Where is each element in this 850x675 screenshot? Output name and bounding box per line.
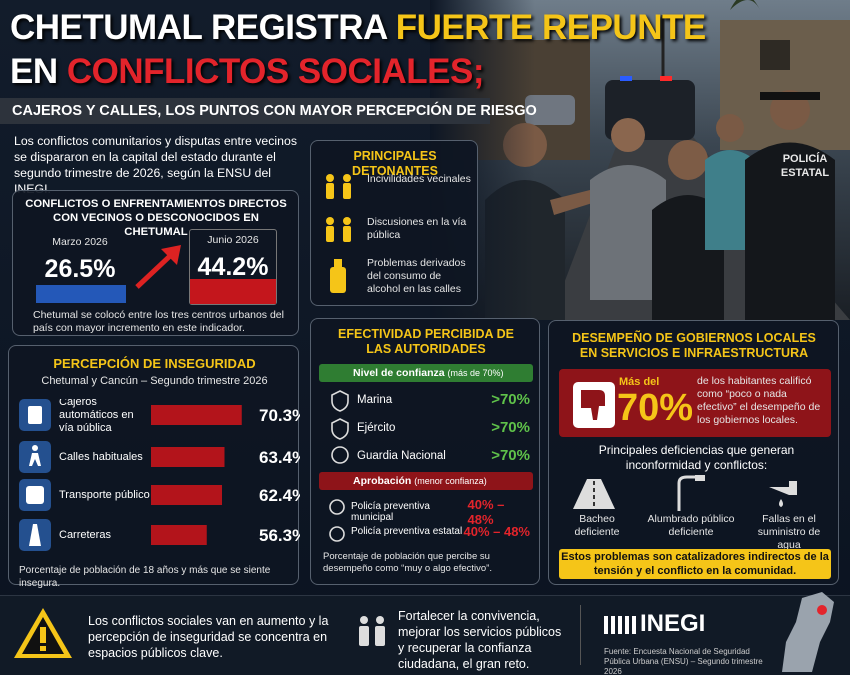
triggers-box: PRINCIPALES DETONANTES Incivilidades vec… bbox=[310, 140, 478, 306]
row: Policía preventiva estatal 40% – 48% bbox=[325, 524, 530, 539]
warning-icon bbox=[14, 608, 72, 658]
row: Ejército >70% bbox=[325, 419, 530, 436]
badge-icons bbox=[329, 390, 349, 542]
deficiencies-title: Principales deficiencias que generan inc… bbox=[598, 443, 795, 472]
category-text: Cajeros automáticos en vía pública bbox=[59, 399, 134, 431]
bar bbox=[151, 447, 225, 467]
title-highlight: FUERTE REPUNTE bbox=[395, 8, 706, 47]
trigger-icons bbox=[326, 174, 351, 293]
subtitle: CAJEROS Y CALLES, LOS PUNTOS CON MAYOR P… bbox=[0, 98, 537, 124]
period-label: Marzo 2026 bbox=[52, 236, 108, 248]
footer-message: Fortalecer la convivencia, mejorar los s… bbox=[398, 609, 562, 671]
people-icon bbox=[359, 616, 385, 646]
row: Guardia Nacional >70% bbox=[325, 447, 530, 464]
stat-prefix: Más del bbox=[619, 376, 660, 388]
category-label: Carreteras bbox=[59, 528, 111, 541]
callout: Estos problemas son catalizadores indire… bbox=[559, 549, 831, 579]
bar bbox=[151, 405, 242, 425]
trigger-item: Incivilidades vecinales bbox=[367, 173, 471, 185]
name: Ejército bbox=[357, 421, 396, 434]
blue-band bbox=[36, 285, 126, 303]
period-value: 44.2% bbox=[197, 253, 269, 281]
arrow-icon bbox=[135, 245, 181, 289]
footer bbox=[0, 595, 850, 675]
header-note: (menor confianza) bbox=[414, 476, 487, 486]
thumbs-down-icon bbox=[573, 382, 615, 428]
government-box: DESEMPEÑO DE GOBIERNOS LOCALES EN SERVIC… bbox=[548, 320, 839, 585]
category-label: Transporte público bbox=[59, 488, 150, 501]
footer-message: Los conflictos sociales van en aumento y… bbox=[88, 614, 329, 660]
value-label: 70.3% bbox=[259, 406, 300, 425]
insecurity-chart: Cajeros automáticos en vía pública 70.3% C… bbox=[19, 399, 300, 551]
note: Chetumal se colocó entre los tres centro… bbox=[33, 309, 284, 334]
value: >70% bbox=[491, 391, 530, 408]
confidence-header: Nivel de confianza (más de 70%) bbox=[319, 364, 533, 382]
header-note: (más de 70%) bbox=[447, 368, 504, 378]
category-label: Cajeros automáticos en vía pública bbox=[59, 399, 134, 431]
box-subtitle: Chetumal y Cancún – Segundo trimestre 20… bbox=[41, 375, 268, 387]
stat-text: de los habitantes calificó como “poco o … bbox=[697, 375, 821, 426]
intro: Los conflictos comunitarios y disputas e… bbox=[14, 134, 297, 196]
name: Marina bbox=[357, 393, 393, 406]
category-text: Transporte público bbox=[59, 488, 150, 501]
value: >70% bbox=[491, 447, 530, 464]
name: Policía preventiva municipal bbox=[351, 501, 430, 523]
header-text: Nivel de confianza bbox=[353, 367, 445, 379]
value-label: 63.4% bbox=[259, 448, 300, 467]
note: Porcentaje de población de 18 años y más… bbox=[19, 565, 271, 589]
authorities-box: EFECTIVIDAD PERCIBIDA DE LAS AUTORIDADES… bbox=[310, 318, 540, 585]
title-line-2: EN CONFLICTOS SOCIALES; bbox=[10, 52, 485, 92]
photo bbox=[430, 0, 850, 320]
deficiency-icons bbox=[573, 475, 797, 511]
police-badge: POLICÍA ESTATAL bbox=[780, 153, 830, 179]
value: 40% – 48% bbox=[467, 497, 505, 527]
map bbox=[782, 592, 834, 672]
note: Porcentaje de población que percibe su d… bbox=[323, 551, 492, 574]
divider bbox=[580, 605, 581, 665]
deficiency: Fallas en el suministro de agua bbox=[757, 513, 821, 551]
period-frame bbox=[189, 229, 277, 305]
row: Marina >70% bbox=[325, 391, 530, 408]
period-value: 26.5% bbox=[44, 255, 116, 283]
deficiency: Bacheo deficiente bbox=[574, 513, 620, 538]
stat: 70% bbox=[617, 387, 694, 429]
name: Policía preventiva estatal bbox=[351, 526, 463, 537]
box-title: DESEMPEÑO DE GOBIERNOS LOCALES EN SERVIC… bbox=[572, 331, 816, 360]
bar bbox=[151, 485, 222, 505]
title-text: EN bbox=[10, 52, 58, 91]
category-text: Calles habituales bbox=[59, 450, 143, 463]
row: Policía preventiva municipal 40% – 48% bbox=[325, 497, 530, 527]
title-text: CHETUMAL REGISTRA bbox=[10, 8, 387, 47]
logo-mark bbox=[604, 616, 636, 634]
category-text: Carreteras bbox=[59, 528, 111, 541]
box-title: CONFLICTOS O ENFRENTAMIENTOS DIRECTOS CO… bbox=[25, 198, 287, 238]
period-label: Junio 2026 bbox=[207, 234, 259, 246]
box-title: PRINCIPALES DETONANTES bbox=[352, 149, 438, 178]
trigger-item: Discusiones en la vía pública bbox=[367, 216, 467, 241]
logo: INEGI bbox=[640, 610, 706, 637]
value-label: 62.4% bbox=[259, 486, 300, 505]
header-text: Aprobación bbox=[353, 475, 412, 487]
category-label: Calles habituales bbox=[59, 450, 143, 463]
box-title: PERCEPCIÓN DE INSEGURIDAD bbox=[53, 356, 256, 371]
value: 40% – 48% bbox=[463, 524, 531, 539]
name: Guardia Nacional bbox=[357, 449, 446, 462]
bar bbox=[151, 525, 207, 545]
insecurity-box: PERCEPCIÓN DE INSEGURIDAD Chetumal y Can… bbox=[8, 345, 300, 589]
approval-header: Aprobación (menor confianza) bbox=[319, 472, 533, 490]
conflicts-box: CONFLICTOS O ENFRENTAMIENTOS DIRECTOS CO… bbox=[12, 190, 299, 336]
source: Fuente: Encuesta Nacional de Seguridad P… bbox=[604, 647, 763, 675]
box-title: EFECTIVIDAD PERCIBIDA DE LAS AUTORIDADES bbox=[338, 327, 514, 356]
red-band bbox=[190, 279, 276, 304]
value: >70% bbox=[491, 419, 530, 436]
title-highlight: CONFLICTOS SOCIALES; bbox=[66, 52, 485, 91]
trigger-item: Problemas derivados del consumo de alcoh… bbox=[367, 257, 466, 295]
value-label: 56.3% bbox=[259, 526, 300, 545]
deficiency: Alumbrado público deficiente bbox=[647, 513, 735, 538]
title-line-1: CHETUMAL REGISTRA FUERTE REPUNTE bbox=[10, 8, 706, 48]
